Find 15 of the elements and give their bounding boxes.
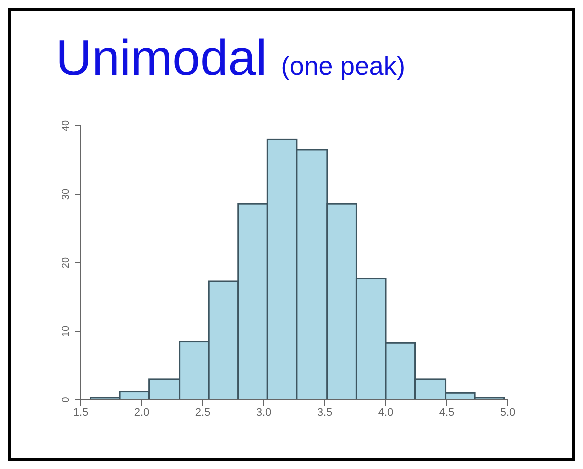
y-tick-label: 20 (61, 257, 72, 269)
x-tick-label: 4.5 (439, 406, 455, 419)
y-tick-label: 10 (61, 326, 72, 338)
x-tick-label: 2.5 (195, 406, 211, 419)
y-tick-label: 30 (61, 188, 72, 200)
x-tick-label: 3.0 (256, 406, 272, 419)
y-tick-label: 0 (61, 396, 72, 403)
x-tick-label: 2.0 (134, 406, 150, 419)
chart-title: Unimodal (56, 30, 268, 86)
x-tick-label: 3.5 (317, 406, 333, 419)
chart-subtitle: (one peak) (281, 51, 406, 81)
y-tick-label: 40 (61, 120, 72, 132)
x-tick-label: 4.0 (378, 406, 394, 419)
x-tick-label: 1.5 (73, 406, 89, 419)
x-tick-label: 5.0 (500, 406, 516, 419)
